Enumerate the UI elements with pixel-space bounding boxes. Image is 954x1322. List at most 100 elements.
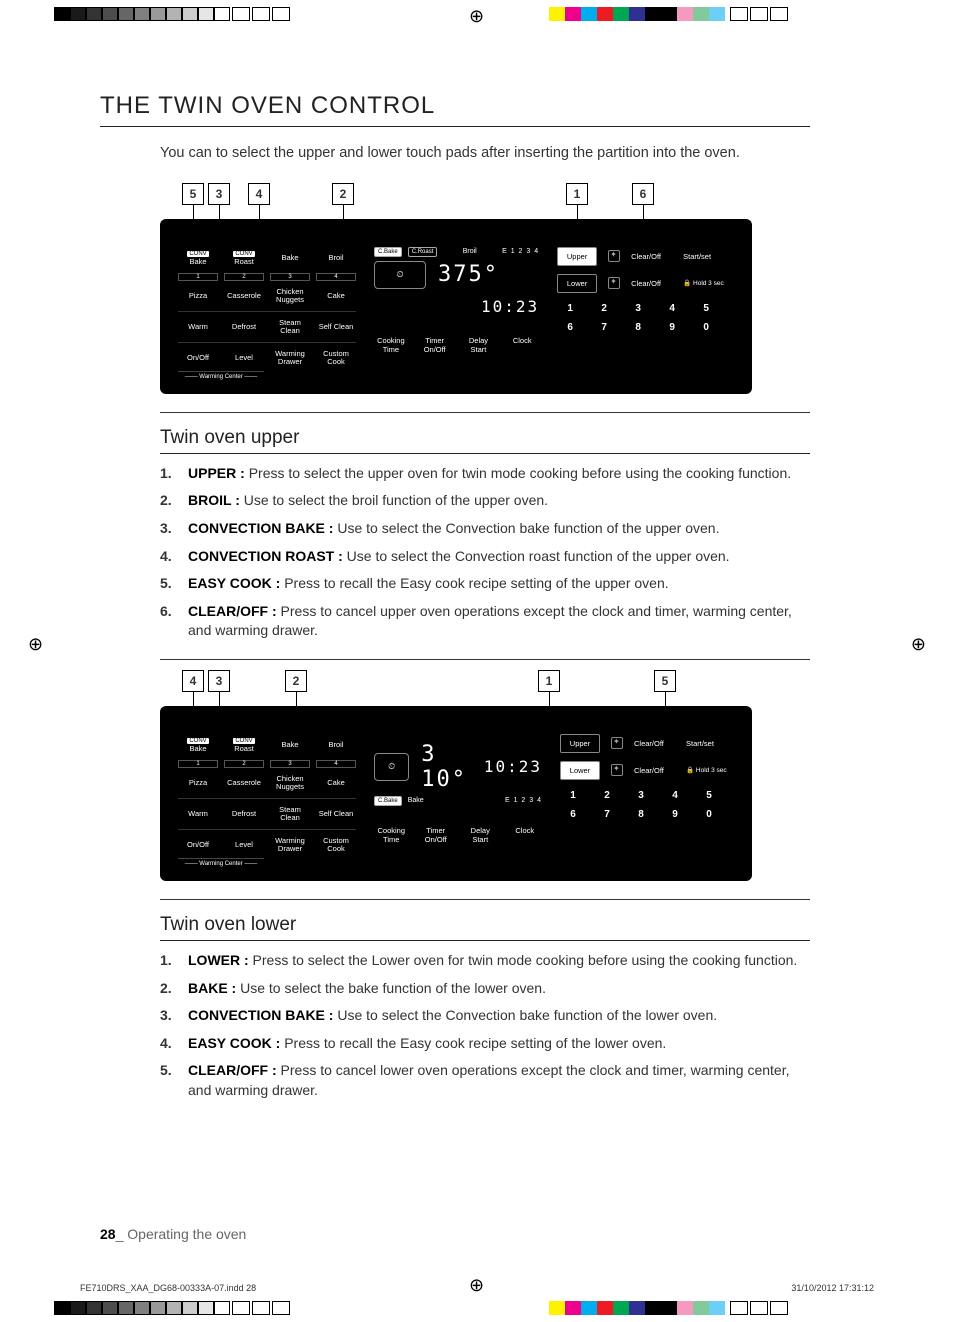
key-5[interactable]: 5 (696, 790, 722, 801)
lower-button[interactable]: Lower (557, 274, 597, 293)
fn-btn[interactable]: Cake (316, 772, 356, 794)
key-4[interactable]: 4 (662, 790, 688, 801)
key-8[interactable]: 8 (628, 809, 654, 820)
lower-button[interactable]: Lower (560, 761, 600, 780)
key-9[interactable]: 9 (659, 322, 685, 333)
list-item: CLEAR/OFF : Press to cancel lower oven o… (160, 1061, 810, 1100)
callout-4: 4 (248, 183, 270, 205)
disp-btn[interactable]: Clock (508, 826, 543, 844)
fn-btn[interactable]: Bake (270, 734, 310, 756)
key-0[interactable]: 0 (696, 809, 722, 820)
key-0[interactable]: 0 (693, 322, 719, 333)
callout-5: 5 (654, 670, 676, 692)
fn-btn[interactable]: Cake (316, 285, 356, 307)
fn-btn[interactable]: Casserole (224, 285, 264, 307)
fn-btn[interactable]: On/Off (178, 347, 218, 369)
key-2[interactable]: 2 (594, 790, 620, 801)
reg-mark-top: ⊕ (469, 6, 484, 27)
fn-btn[interactable]: CONVBake (178, 734, 218, 756)
key-5[interactable]: 5 (693, 303, 719, 314)
start-set[interactable]: Start/set (686, 739, 736, 748)
light-icon[interactable] (608, 250, 620, 262)
hold-label: 🔒 Hold 3 sec (686, 766, 736, 774)
fn-btn[interactable]: Bake (270, 247, 310, 269)
light-icon[interactable] (611, 737, 623, 749)
key-6[interactable]: 6 (557, 322, 583, 333)
callout-2: 2 (285, 670, 307, 692)
key-7[interactable]: 7 (594, 809, 620, 820)
clear-upper[interactable]: Clear/Off (634, 739, 678, 748)
fn-btn[interactable]: Self Clean (316, 803, 356, 825)
fn-btn[interactable]: Pizza (178, 772, 218, 794)
display: C.BakeC.Roast Broil E 1 2 3 4 ⏲ 375° 10:… (374, 247, 539, 380)
subheading-upper: Twin oven upper (160, 427, 810, 454)
fn-btn[interactable]: Steam Clean (270, 316, 310, 338)
fn-btn[interactable]: Broil (316, 734, 356, 756)
fn-btn[interactable]: Self Clean (316, 316, 356, 338)
key-9[interactable]: 9 (662, 809, 688, 820)
reg-mark-left: ⊕ (28, 634, 43, 655)
fn-btn[interactable]: Custom Cook (316, 834, 356, 856)
key-3[interactable]: 3 (625, 303, 651, 314)
fn-btn[interactable]: Defrost (224, 803, 264, 825)
timestamp: 31/10/2012 17:31:12 (791, 1283, 874, 1293)
fn-btn[interactable]: Warming Drawer (270, 834, 310, 856)
fn-btn[interactable]: Steam Clean (270, 803, 310, 825)
fn-btn[interactable]: Warm (178, 316, 218, 338)
key-3[interactable]: 3 (628, 790, 654, 801)
reg-mark-bottom: ⊕ (469, 1275, 484, 1296)
fn-btn[interactable]: On/Off (178, 834, 218, 856)
subheading-lower: Twin oven lower (160, 914, 810, 941)
clear-lower[interactable]: Clear/Off (631, 279, 675, 288)
fn-btn[interactable]: Defrost (224, 316, 264, 338)
fn-btn[interactable]: Chicken Nuggets (270, 772, 310, 794)
right-block: Upper Clear/Off Start/set Lower Clear/Of… (560, 734, 736, 867)
callout-6: 6 (632, 183, 654, 205)
fn-btn[interactable]: Level (224, 347, 264, 369)
clear-lower[interactable]: Clear/Off (634, 766, 678, 775)
key-1[interactable]: 1 (560, 790, 586, 801)
fn-btn[interactable]: Pizza (178, 285, 218, 307)
callout-5: 5 (182, 183, 204, 205)
disp-btn[interactable]: Cooking Time (374, 826, 409, 844)
list-item: EASY COOK : Press to recall the Easy coo… (160, 1034, 810, 1054)
callout-3: 3 (208, 670, 230, 692)
disp-btn[interactable]: Clock (505, 336, 539, 354)
upper-button[interactable]: Upper (560, 734, 600, 753)
key-7[interactable]: 7 (591, 322, 617, 333)
upper-button[interactable]: Upper (557, 247, 597, 266)
fn-btn[interactable]: Casserole (224, 772, 264, 794)
disp-btn[interactable]: Timer On/Off (419, 826, 454, 844)
key-4[interactable]: 4 (659, 303, 685, 314)
fn-btn[interactable]: Chicken Nuggets (270, 285, 310, 307)
callout-3: 3 (208, 183, 230, 205)
page-heading: THE TWIN OVEN CONTROL (100, 92, 810, 127)
callout-1: 1 (566, 183, 588, 205)
hold-label: 🔒 Hold 3 sec (683, 279, 733, 287)
disp-btn[interactable]: Cooking Time (374, 336, 408, 354)
key-8[interactable]: 8 (625, 322, 651, 333)
light-icon[interactable] (608, 277, 620, 289)
clear-upper[interactable]: Clear/Off (631, 252, 675, 261)
fn-btn[interactable]: CONVRoast (224, 734, 264, 756)
list-item: LOWER : Press to select the Lower oven f… (160, 951, 810, 971)
fn-btn[interactable]: Broil (316, 247, 356, 269)
list-item: CLEAR/OFF : Press to cancel upper oven o… (160, 602, 810, 641)
fn-btn[interactable]: CONVBake (178, 247, 218, 269)
start-set[interactable]: Start/set (683, 252, 733, 261)
function-grid: CONVBakeCONVRoastBakeBroil 1234 PizzaCas… (178, 247, 356, 380)
light-icon[interactable] (611, 764, 623, 776)
fn-btn[interactable]: Warm (178, 803, 218, 825)
key-2[interactable]: 2 (591, 303, 617, 314)
fn-btn[interactable]: Warming Drawer (270, 347, 310, 369)
fn-btn[interactable]: CONVRoast (224, 247, 264, 269)
disp-btn[interactable]: Delay Start (462, 336, 496, 354)
fn-btn[interactable]: Level (224, 834, 264, 856)
disp-btn[interactable]: Delay Start (463, 826, 498, 844)
key-1[interactable]: 1 (557, 303, 583, 314)
upper-list: UPPER : Press to select the upper oven f… (160, 464, 810, 641)
disp-btn[interactable]: Timer On/Off (418, 336, 452, 354)
fn-btn[interactable]: Custom Cook (316, 347, 356, 369)
key-6[interactable]: 6 (560, 809, 586, 820)
list-item: BROIL : Use to select the broil function… (160, 491, 810, 511)
